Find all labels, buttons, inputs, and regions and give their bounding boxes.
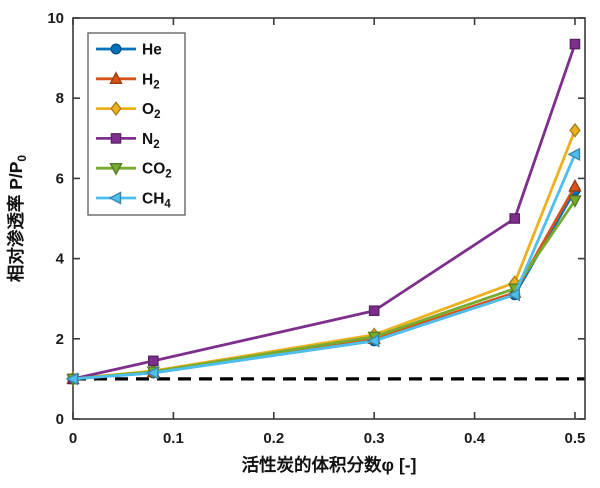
x-tick-label: 0	[69, 430, 77, 447]
series-CH4	[65, 147, 581, 386]
y-tick-label: 10	[47, 10, 64, 27]
data-point-H2	[568, 178, 582, 192]
legend-marker-CH4	[108, 191, 122, 205]
y-tick-label: 4	[56, 251, 65, 268]
legend-marker-He	[110, 43, 122, 55]
y-tick-label: 8	[56, 90, 64, 107]
data-point-CH4	[366, 334, 380, 348]
legend-label-CO2: CO2	[142, 161, 172, 181]
axis-ticks	[72, 17, 585, 420]
data-point-CH4	[65, 372, 79, 386]
legend: He H2 O2 N2 CO2 CH4	[87, 32, 186, 216]
legend-label-CH4: CH4	[142, 191, 171, 211]
legend-marker-H2	[109, 71, 123, 85]
data-point-N2	[569, 38, 581, 50]
x-axis-label: 活性炭的体积分数φ [-]	[242, 455, 417, 475]
legend-label-H2: H2	[142, 71, 160, 91]
x-tick-label: 0.3	[364, 430, 385, 447]
y-tick-label: 6	[56, 170, 64, 187]
legend-marker-O2	[110, 101, 122, 117]
x-tick-label: 0.2	[263, 430, 284, 447]
plot-border	[72, 17, 586, 420]
legend-item-O2: O2	[96, 101, 160, 121]
legend-label-O2: O2	[142, 101, 160, 121]
legend-item-CO2: CO2	[96, 161, 172, 181]
legend-item-N2: N2	[96, 131, 160, 151]
data-point-N2	[368, 305, 380, 317]
legend-item-H2: H2	[96, 71, 160, 91]
x-tick-label: 0.1	[163, 430, 184, 447]
legend-marker-N2	[110, 133, 122, 144]
legend-label-N2: N2	[142, 131, 160, 151]
data-point-O2	[569, 122, 581, 138]
data-point-CH4	[145, 366, 159, 380]
legend-item-He: He	[96, 42, 162, 59]
data-point-N2	[148, 355, 159, 367]
y-tick-label: 0	[56, 411, 64, 428]
legend-marker-CO2	[109, 162, 123, 176]
legend-label-He: He	[142, 42, 162, 59]
data-point-CH4	[507, 288, 520, 302]
y-tick-label: 2	[56, 331, 64, 348]
x-tick-label: 0.4	[464, 430, 486, 447]
data-point-CH4	[567, 147, 581, 161]
y-axis-label: 相对渗透率 P/P0	[6, 155, 29, 283]
legend-item-CH4: CH4	[96, 191, 171, 211]
legend-box	[87, 32, 186, 216]
x-tick-label: 0.5	[565, 430, 586, 447]
data-point-CO2	[568, 195, 582, 208]
data-point-N2	[509, 213, 521, 224]
